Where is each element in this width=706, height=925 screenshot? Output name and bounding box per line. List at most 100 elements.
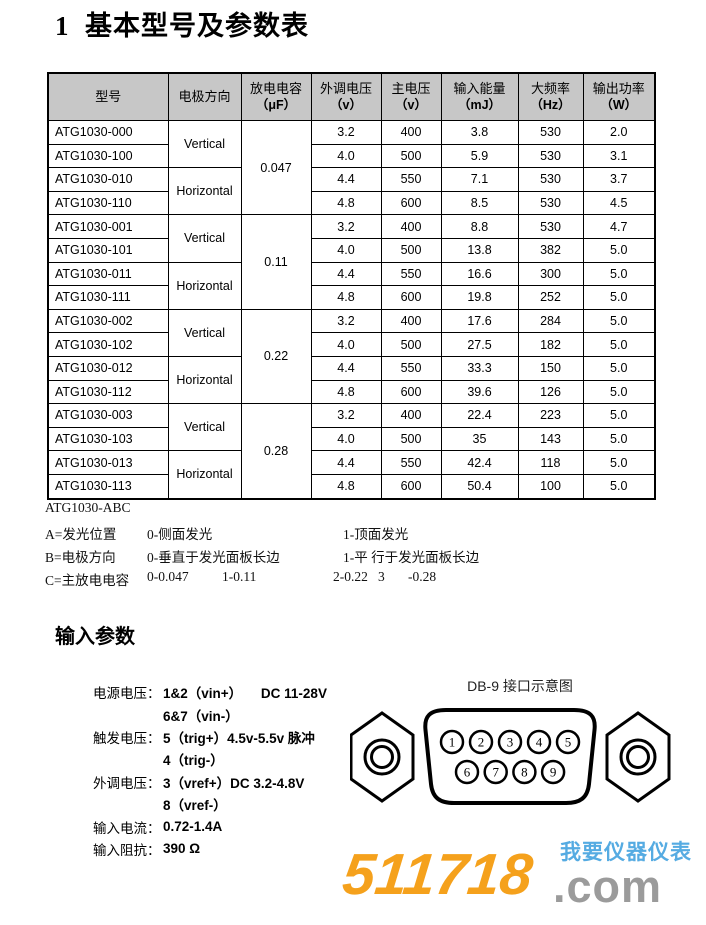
modulation-voltage-cell: 4.0 <box>310 143 382 169</box>
main-voltage-cell: 400 <box>380 308 442 334</box>
table-row: ATG1030-111 4.8 600 19.8 252 5.0 <box>47 285 656 310</box>
direction-cell: Horizontal <box>167 167 242 216</box>
legend-option: 3 <box>378 569 385 584</box>
input-energy-cell: 5.9 <box>440 143 519 169</box>
modulation-voltage-cell: 3.2 <box>310 120 382 145</box>
input-energy-cell: 19.8 <box>440 285 519 310</box>
main-voltage-cell: 400 <box>380 120 442 145</box>
table-row: ATG1030-110 4.8 600 8.5 530 4.5 <box>47 190 656 216</box>
legend-option: 0-0.047 <box>147 569 189 584</box>
max-frequency-cell: 530 <box>517 190 584 216</box>
capacitance-cell: 0.22 <box>240 308 312 405</box>
direction-cell: Vertical <box>167 403 242 452</box>
db9-pin-number: 5 <box>565 735 572 750</box>
legend-option: 2-0.22 <box>333 569 368 584</box>
table-row: ATG1030-002 Vertical 0.22 3.2 400 17.6 284 5.0 <box>47 308 656 405</box>
output-power-cell: 5.0 <box>582 355 656 381</box>
output-power-cell: 5.0 <box>582 237 656 263</box>
direction-cell: Vertical <box>167 119 242 169</box>
param-value: 0.72-1.4A <box>163 819 223 835</box>
table-row: ATG1030-101 4.0 500 13.8 382 5.0 <box>47 237 656 263</box>
param-value: 4（trig-） <box>163 753 224 769</box>
table-row: ATG1030-010 Horizontal 4.4 550 7.1 530 3.7 <box>47 167 656 216</box>
db9-pin-number: 3 <box>507 735 514 750</box>
param-label: 输入阻抗： <box>93 842 161 858</box>
watermark-logo: 511718 我要仪器仪表 .com <box>340 836 695 914</box>
table-row: ATG1030-102 4.0 500 27.5 182 5.0 <box>47 332 656 357</box>
direction-cell: Horizontal <box>167 450 242 499</box>
db9-body <box>423 708 597 805</box>
modulation-voltage-cell: 4.8 <box>310 473 382 500</box>
model-cell: ATG1030-112 <box>47 379 169 405</box>
param-row: 输入阻抗： 390 Ω <box>93 838 327 860</box>
input-energy-cell: 7.1 <box>440 167 519 192</box>
max-frequency-cell: 126 <box>517 379 584 405</box>
input-energy-cell: 42.4 <box>440 450 519 475</box>
modulation-voltage-cell: 4.4 <box>310 261 382 287</box>
output-power-cell: 5.0 <box>582 379 656 405</box>
model-cell: ATG1030-111 <box>47 285 169 310</box>
main-voltage-cell: 550 <box>380 355 442 381</box>
input-energy-cell: 8.8 <box>440 214 519 239</box>
output-power-cell: 5.0 <box>582 426 656 452</box>
input-energy-cell: 22.4 <box>440 403 519 428</box>
max-frequency-cell: 300 <box>517 261 584 287</box>
modulation-voltage-cell: 4.0 <box>310 332 382 357</box>
param-label: 触发电压： <box>93 730 161 746</box>
model-cell: ATG1030-010 <box>47 167 169 192</box>
logo-domain-suffix: .com <box>553 861 663 912</box>
capacitance-cell: 0.047 <box>240 119 312 216</box>
model-cell: ATG1030-002 <box>47 308 169 334</box>
modulation-voltage-cell: 3.2 <box>310 214 382 239</box>
main-voltage-cell: 550 <box>380 450 442 475</box>
max-frequency-cell: 252 <box>517 285 584 310</box>
modulation-voltage-cell: 4.4 <box>310 167 382 192</box>
model-cell: ATG1030-013 <box>47 450 169 475</box>
capacitance-cell: 0.11 <box>240 214 312 310</box>
table-row: ATG1030-013 Horizontal 4.4 550 42.4 118 5.0 <box>47 450 656 499</box>
legend-option: 0-垂直于发光面板长边 <box>147 550 280 565</box>
table-row: ATG1030-112 4.8 600 39.6 126 5.0 <box>47 379 656 405</box>
max-frequency-cell: 150 <box>517 355 584 381</box>
db9-diagram: DB-9 接口示意图 1 2 3 4 5 6 7 8 9 <box>350 676 690 818</box>
db9-pin-circle <box>526 729 552 755</box>
input-energy-cell: 50.4 <box>440 473 519 500</box>
output-power-cell: 5.0 <box>582 450 656 475</box>
model-cell: ATG1030-012 <box>47 355 169 381</box>
legend-option: 0-侧面发光 <box>147 527 213 542</box>
page-title: 1 基本型号及参数表 <box>55 11 309 41</box>
main-voltage-cell: 500 <box>380 426 442 452</box>
db9-pin-circle <box>454 759 480 785</box>
db9-pin-circle <box>483 759 508 785</box>
column-header: 型号 <box>47 72 169 121</box>
direction-cell: Horizontal <box>167 355 242 405</box>
column-header: 外调电压 （v） <box>310 72 382 121</box>
db9-diagram-title: DB-9 接口示意图 <box>467 678 573 694</box>
input-energy-cell: 39.6 <box>440 379 519 405</box>
db9-pins: 1 2 3 4 5 6 7 8 9 <box>439 729 581 785</box>
model-cell: ATG1030-100 <box>47 143 169 169</box>
legend-option: 1-平 行于发光面板长边 <box>343 550 480 565</box>
model-cell: ATG1030-000 <box>47 120 169 145</box>
param-row: 触发电压： 5（trig+）4.5v-5.5v 脉冲 <box>93 726 327 748</box>
legend-label: B=电极方向 <box>45 550 116 565</box>
db9-pin-circle <box>555 729 581 755</box>
output-power-cell: 2.0 <box>582 120 656 145</box>
param-value: 8（vref-） <box>163 798 227 814</box>
main-voltage-cell: 500 <box>380 332 442 357</box>
main-voltage-cell: 500 <box>380 237 442 263</box>
main-voltage-cell: 400 <box>380 214 442 239</box>
table-row: ATG1030-113 4.8 600 50.4 100 5.0 <box>47 473 656 500</box>
column-header: 大频率 （Hz） <box>517 72 584 121</box>
max-frequency-cell: 223 <box>517 403 584 428</box>
modulation-voltage-cell: 4.8 <box>310 379 382 405</box>
column-header: 放电电容 （μF） <box>240 72 312 121</box>
max-frequency-cell: 530 <box>517 167 584 192</box>
param-row: 输入电流： 0.72-1.4A <box>93 815 327 837</box>
modulation-voltage-cell: 3.2 <box>310 403 382 428</box>
legend-label: C=主放电电容 <box>45 573 130 588</box>
output-power-cell: 4.7 <box>582 214 656 239</box>
right-hex-nut <box>605 711 671 803</box>
direction-cell: Vertical <box>167 214 242 263</box>
table-row: ATG1030-001 Vertical 0.11 3.2 400 8.8 530 4.7 <box>47 214 656 310</box>
